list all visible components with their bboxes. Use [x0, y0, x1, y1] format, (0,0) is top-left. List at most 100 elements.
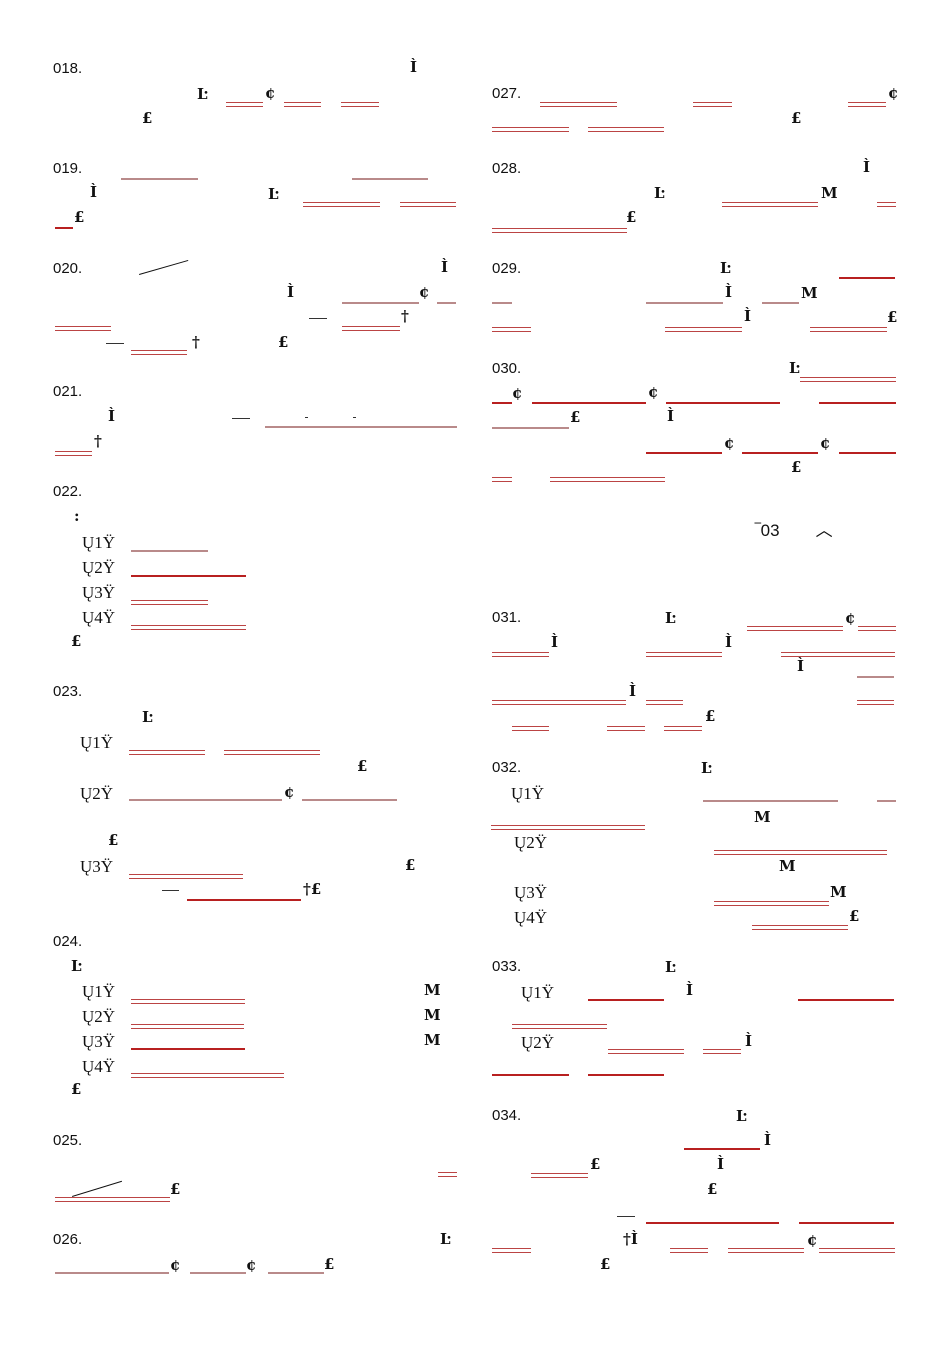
answer-blank: [877, 800, 896, 802]
glyph: Ì: [686, 981, 694, 999]
answer-blank: [131, 625, 246, 630]
glyph: M: [801, 284, 818, 302]
glyph: †: [94, 432, 102, 450]
answer-blank: [666, 402, 780, 404]
answer-blank: [799, 1222, 894, 1224]
answer-blank: [438, 1172, 457, 1177]
answer-blank: [684, 1148, 760, 1150]
glyph: ¢: [265, 84, 276, 102]
glyph: Ì: [108, 407, 116, 425]
answer-blank: [131, 1048, 245, 1050]
option-label: Ų1Ÿ: [82, 533, 116, 552]
answer-blank: [131, 600, 208, 605]
answer-blank: [187, 899, 301, 901]
question-number: 034.: [492, 1107, 522, 1124]
answer-blank: [55, 1197, 170, 1202]
answer-blank: [665, 327, 742, 332]
glyph: £: [405, 856, 416, 874]
glyph: M: [424, 1031, 441, 1049]
option-label: Ų4Ÿ: [514, 908, 548, 927]
glyph: £: [71, 632, 82, 650]
answer-blank: [839, 277, 895, 279]
glyph: Ì: [441, 258, 449, 276]
glyph: †Ì: [623, 1230, 638, 1248]
answer-blank: [492, 1074, 569, 1076]
glyph: Ì: [410, 58, 418, 76]
glyph: Ì: [863, 158, 871, 176]
glyph: ¢: [888, 84, 899, 102]
answer-blank: [129, 874, 243, 879]
page-number-label: 03: [760, 521, 780, 540]
glyph: £: [849, 907, 860, 925]
answer-blank: [646, 1222, 779, 1224]
glyph: £: [705, 707, 716, 725]
glyph: Ì: [667, 407, 675, 425]
glyph: M: [821, 184, 838, 202]
answer-blank: [857, 676, 894, 678]
answer-blank: [131, 550, 208, 552]
glyph: ¢: [512, 384, 523, 402]
glyph: Ì: [725, 633, 733, 651]
answer-blank: [492, 700, 626, 705]
glyph: £: [357, 757, 368, 775]
answer-blank: [492, 477, 512, 482]
glyph: ¢: [820, 434, 831, 452]
question-number: 025.: [53, 1132, 83, 1149]
answer-blank: [55, 451, 92, 456]
glyph: £: [707, 1180, 718, 1198]
answer-blank: [670, 1248, 708, 1253]
answer-blank: [342, 302, 419, 304]
glyph: M: [424, 981, 441, 999]
glyph: £: [791, 458, 802, 476]
glyph: †£: [303, 880, 322, 898]
answer-blank: [492, 228, 627, 233]
answer-blank: [646, 700, 683, 705]
answer-blank: [810, 327, 887, 332]
answer-blank: [492, 127, 569, 132]
option-label: Ų4Ÿ: [82, 608, 116, 627]
answer-blank: [492, 427, 569, 429]
option-label: Ų1Ÿ: [521, 983, 555, 1002]
answer-blank: [492, 1248, 531, 1253]
glyph: Ŀ: [736, 1107, 747, 1125]
answer-blank: [800, 377, 896, 382]
glyph: £: [791, 109, 802, 127]
option-label: Ų1Ÿ: [511, 784, 545, 803]
answer-blank: [303, 202, 380, 207]
answer-blank: [646, 452, 722, 454]
option-label: Ų3Ÿ: [82, 1032, 116, 1051]
answer-blank: [798, 999, 894, 1001]
glyph: ¢: [419, 283, 430, 301]
answer-blank: [819, 1248, 895, 1253]
answer-blank: [722, 202, 818, 207]
answer-blank: [532, 402, 646, 404]
option-label: Ų3Ÿ: [80, 857, 114, 876]
glyph: £: [570, 408, 581, 426]
answer-blank: [131, 350, 187, 355]
glyph: ¢: [845, 609, 856, 627]
glyph: Ì: [90, 183, 98, 201]
question-number: 022.: [53, 483, 83, 500]
answer-blank: [664, 726, 702, 731]
answer-blank: [588, 127, 664, 132]
footer-prefix: ‾: [755, 521, 761, 540]
glyph: £: [324, 1255, 335, 1273]
glyph: M: [424, 1006, 441, 1024]
question-number: 023.: [53, 683, 83, 700]
answer-blank: [608, 1049, 684, 1054]
question-number: 018.: [53, 60, 83, 77]
answer-blank: [714, 850, 887, 855]
dash-mark: [617, 1216, 635, 1217]
question-number: 032.: [492, 759, 522, 776]
dash-mark: [353, 417, 356, 418]
answer-blank: [131, 999, 245, 1004]
answer-blank: [550, 477, 665, 482]
answer-blank: [781, 652, 895, 657]
glyph: M: [830, 883, 847, 901]
answer-blank: [224, 750, 320, 755]
option-label: Ų2Ÿ: [82, 558, 116, 577]
glyph: Ì: [287, 283, 295, 301]
answer-blank: [129, 799, 282, 801]
glyph: Ŀ: [142, 708, 153, 726]
